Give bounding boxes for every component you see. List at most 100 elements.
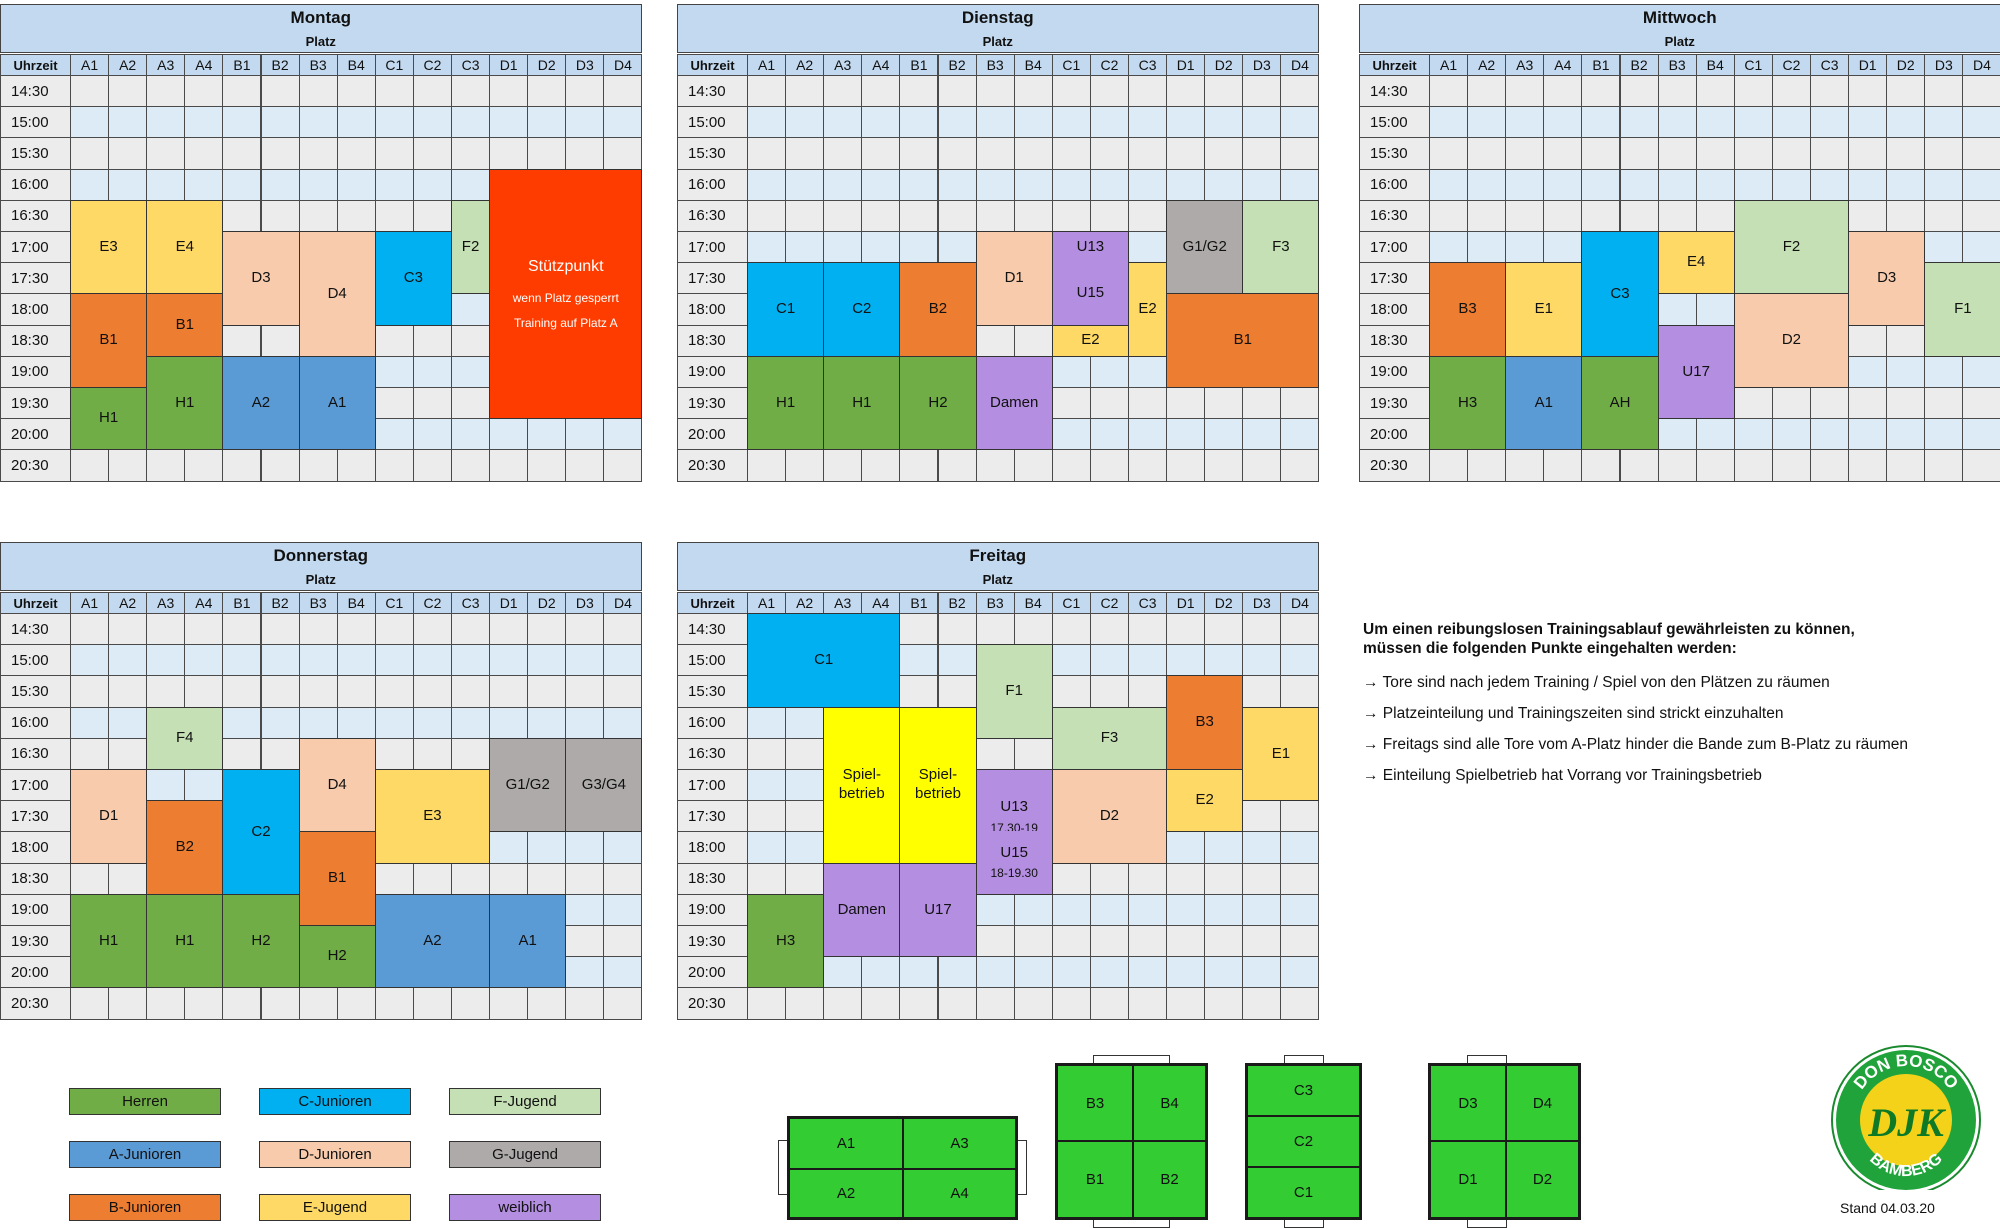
slot-cell[interactable] <box>861 987 901 1020</box>
slot-cell[interactable] <box>108 168 148 201</box>
slot-cell[interactable] <box>1128 893 1168 926</box>
slot-cell[interactable] <box>1013 987 1053 1020</box>
slot-cell[interactable] <box>1962 387 2000 420</box>
slot-cell[interactable] <box>785 449 825 482</box>
slot-cell[interactable] <box>1619 137 1659 170</box>
slot-cell[interactable] <box>785 137 825 170</box>
slot-cell[interactable] <box>1242 800 1282 833</box>
slot-cell[interactable] <box>1242 675 1282 708</box>
slot-cell[interactable] <box>222 75 262 108</box>
slot-cell[interactable] <box>336 644 376 677</box>
slot-cell[interactable] <box>412 75 452 108</box>
slot-cell[interactable] <box>70 613 110 646</box>
slot-cell[interactable] <box>1467 137 1507 170</box>
slot-cell[interactable] <box>527 675 567 708</box>
training-block[interactable]: A1 <box>489 893 567 989</box>
slot-cell[interactable] <box>937 137 977 170</box>
slot-cell[interactable] <box>565 106 605 139</box>
slot-cell[interactable] <box>1581 75 1621 108</box>
slot-cell[interactable] <box>565 644 605 677</box>
slot-cell[interactable] <box>1051 199 1091 232</box>
slot-cell[interactable] <box>146 106 186 139</box>
training-block[interactable]: D2 <box>1051 769 1168 864</box>
training-block[interactable]: H1 <box>70 387 148 451</box>
slot-cell[interactable] <box>1962 355 2000 388</box>
slot-cell[interactable] <box>1771 137 1811 170</box>
slot-cell[interactable] <box>823 987 863 1020</box>
slot-cell[interactable] <box>823 231 863 264</box>
slot-cell[interactable] <box>412 137 452 170</box>
training-block[interactable]: B3 <box>1166 675 1244 770</box>
slot-cell[interactable] <box>412 168 452 201</box>
slot-cell[interactable] <box>1848 355 1888 388</box>
slot-cell[interactable] <box>1505 137 1545 170</box>
slot-cell[interactable] <box>222 706 262 739</box>
slot-cell[interactable] <box>1166 644 1206 677</box>
slot-cell[interactable] <box>260 137 300 170</box>
slot-cell[interactable] <box>70 449 110 482</box>
slot-cell[interactable] <box>1467 199 1507 232</box>
slot-cell[interactable] <box>937 675 977 708</box>
slot-cell[interactable] <box>785 769 825 802</box>
training-block[interactable]: C2 <box>823 262 901 357</box>
slot-cell[interactable] <box>451 387 491 420</box>
slot-cell[interactable] <box>1695 199 1735 232</box>
slot-cell[interactable] <box>336 168 376 201</box>
slot-cell[interactable] <box>1204 956 1244 989</box>
slot-cell[interactable] <box>975 199 1015 232</box>
slot-cell[interactable] <box>1581 137 1621 170</box>
training-block[interactable]: U17 <box>899 862 977 958</box>
slot-cell[interactable] <box>260 644 300 677</box>
slot-cell[interactable] <box>1924 387 1964 420</box>
slot-cell[interactable] <box>1467 231 1507 264</box>
slot-cell[interactable] <box>1886 106 1926 139</box>
slot-cell[interactable] <box>146 675 186 708</box>
slot-cell[interactable] <box>527 418 567 451</box>
slot-cell[interactable] <box>565 831 605 864</box>
slot-cell[interactable] <box>146 613 186 646</box>
slot-cell[interactable] <box>108 675 148 708</box>
slot-cell[interactable] <box>222 737 262 770</box>
slot-cell[interactable] <box>527 862 567 895</box>
slot-cell[interactable] <box>1924 75 1964 108</box>
slot-cell[interactable] <box>1280 925 1320 958</box>
slot-cell[interactable] <box>899 75 939 108</box>
slot-cell[interactable] <box>489 106 529 139</box>
slot-cell[interactable] <box>1962 106 2000 139</box>
slot-cell[interactable] <box>489 675 529 708</box>
slot-cell[interactable] <box>1242 644 1282 677</box>
slot-cell[interactable] <box>1848 418 1888 451</box>
slot-cell[interactable] <box>1166 387 1206 420</box>
slot-cell[interactable] <box>785 862 825 895</box>
slot-cell[interactable] <box>1166 449 1206 482</box>
slot-cell[interactable] <box>1280 956 1320 989</box>
slot-cell[interactable] <box>1204 449 1244 482</box>
slot-cell[interactable] <box>260 737 300 770</box>
slot-cell[interactable] <box>1695 168 1735 201</box>
slot-cell[interactable] <box>1771 418 1811 451</box>
slot-cell[interactable] <box>336 706 376 739</box>
slot-cell[interactable] <box>489 449 529 482</box>
slot-cell[interactable] <box>451 137 491 170</box>
slot-cell[interactable] <box>975 168 1015 201</box>
slot-cell[interactable] <box>412 613 452 646</box>
slot-cell[interactable] <box>1733 418 1773 451</box>
slot-cell[interactable] <box>1051 956 1091 989</box>
slot-cell[interactable] <box>1733 106 1773 139</box>
slot-cell[interactable] <box>1204 613 1244 646</box>
slot-cell[interactable] <box>1242 168 1282 201</box>
slot-cell[interactable] <box>108 706 148 739</box>
slot-cell[interactable] <box>1128 418 1168 451</box>
training-block[interactable]: F4 <box>146 706 224 770</box>
slot-cell[interactable] <box>747 769 787 802</box>
slot-cell[interactable] <box>1242 987 1282 1020</box>
slot-cell[interactable] <box>70 106 110 139</box>
slot-cell[interactable] <box>861 137 901 170</box>
slot-cell[interactable] <box>184 106 224 139</box>
slot-cell[interactable] <box>937 168 977 201</box>
training-block[interactable]: A2 <box>374 893 491 989</box>
training-block[interactable]: F2 <box>1733 199 1850 295</box>
slot-cell[interactable] <box>1051 613 1091 646</box>
slot-cell[interactable] <box>1695 106 1735 139</box>
slot-cell[interactable] <box>975 449 1015 482</box>
